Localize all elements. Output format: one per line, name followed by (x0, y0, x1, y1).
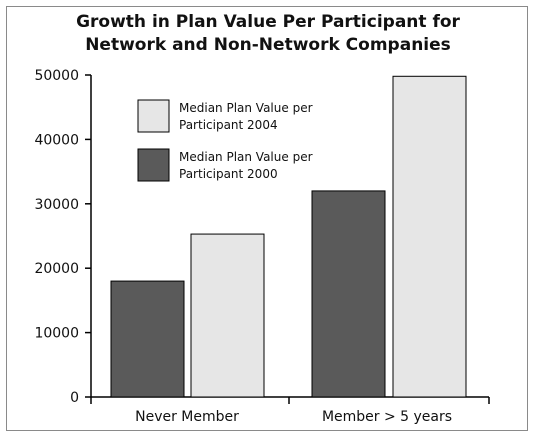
x-category-label: Never Member (135, 409, 239, 425)
y-tick-label: 30000 (34, 197, 79, 213)
bar (311, 190, 386, 398)
y-tick-label: 40000 (34, 132, 79, 148)
x-category-label: Member > 5 years (322, 409, 452, 425)
y-tick-label: 10000 (34, 326, 79, 342)
legend-swatch (137, 99, 170, 133)
legend-label: Participant 2000 (179, 167, 278, 181)
y-tick-label: 20000 (34, 261, 79, 277)
bars (110, 75, 467, 398)
legend-swatch (137, 148, 170, 182)
legend-label: Participant 2004 (179, 118, 278, 132)
bar (190, 233, 265, 398)
bar (392, 75, 467, 398)
legend-label: Median Plan Value per (179, 150, 313, 164)
legend: Median Plan Value per Participant 2004 Med… (137, 99, 313, 182)
y-tick-label: 0 (70, 390, 79, 406)
legend-label: Median Plan Value per (179, 101, 313, 115)
chart-title-line-1: Growth in Plan Value Per Participant for (76, 12, 460, 32)
chart-title-line-2: Network and Non-Network Companies (85, 35, 451, 55)
y-tick-label: 50000 (34, 68, 79, 84)
bar (110, 280, 185, 398)
